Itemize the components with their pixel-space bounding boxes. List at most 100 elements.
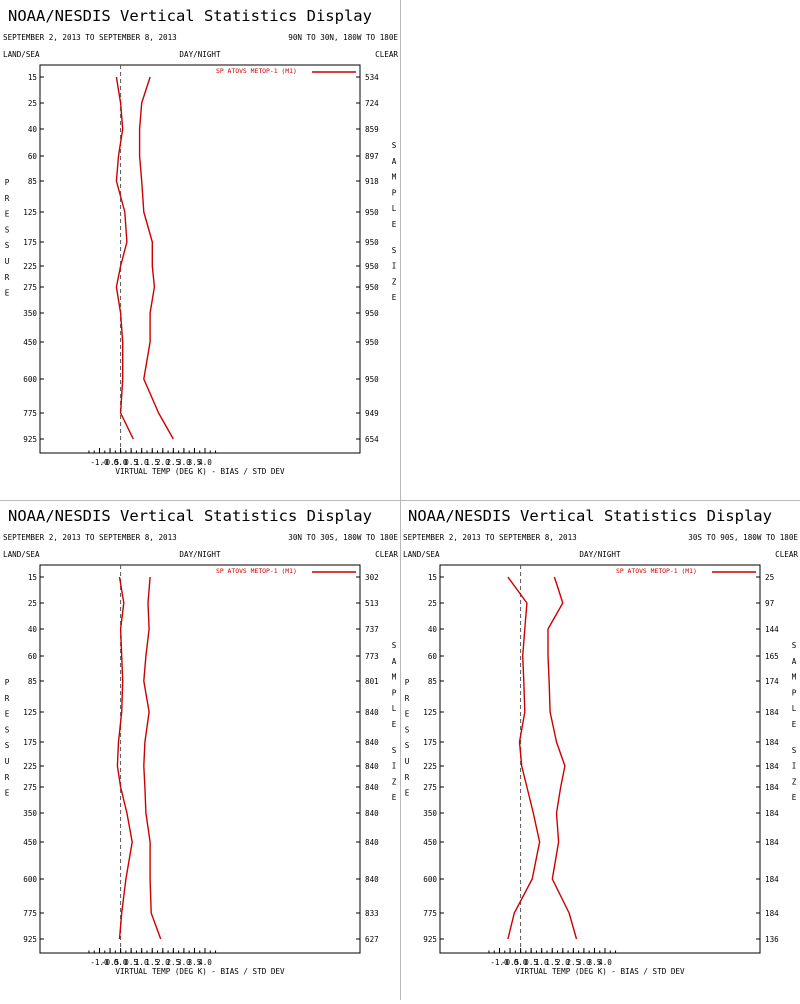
vertical-stats-chart: NOAA/NESDIS Vertical Statistics Display S… (3, 507, 398, 976)
sample-size-axis-letter: L (392, 704, 397, 713)
sample-size-axis-letter: Z (392, 277, 397, 286)
y-axis-label-letter: R (405, 773, 410, 782)
pressure-tick-label: 15 (28, 573, 37, 582)
stats-panel-south: NOAA/NESDIS Vertical Statistics Display S… (400, 500, 800, 1000)
x-tick-label: 4.0 (198, 958, 212, 967)
y-axis-label-letter: E (5, 789, 10, 798)
sample-size-label: 174 (765, 677, 779, 686)
x-tick-label: 0.0 (114, 458, 128, 467)
pressure-tick-label: 925 (423, 935, 437, 944)
sample-size-label: 840 (365, 708, 379, 717)
x-tick-label: 4.0 (198, 458, 212, 467)
sample-size-axis-letter: S (392, 246, 397, 255)
land-sea-label: LAND/SEA (3, 50, 40, 59)
pressure-tick-label: 350 (23, 309, 37, 318)
y-axis-label-letter: E (5, 710, 10, 719)
sample-size-label: 25 (765, 573, 774, 582)
sample-size-label: 184 (765, 875, 779, 884)
x-tick-label: 3.5 (188, 958, 202, 967)
y-axis-label-letter: P (5, 178, 10, 187)
x-axis-label: VIRTUAL TEMP (DEG K) - BIAS / STD DEV (115, 467, 285, 476)
sample-size-label: 950 (365, 208, 379, 217)
region-label: 30S TO 90S, 180W TO 180E (688, 533, 798, 542)
pressure-tick-label: 85 (428, 677, 437, 686)
pressure-tick-label: 175 (23, 238, 37, 247)
sample-size-axis-letter: S (392, 141, 397, 150)
sample-size-axis-letter: E (792, 793, 797, 802)
sample-size-axis-letter: P (392, 188, 397, 197)
sample-size-label: 97 (765, 599, 774, 608)
x-tick-label: 1.5 (145, 458, 159, 467)
x-axis-label: VIRTUAL TEMP (DEG K) - BIAS / STD DEV (515, 967, 685, 976)
x-tick-label: 1.0 (135, 958, 149, 967)
sample-size-label: 918 (365, 177, 379, 186)
land-sea-label: LAND/SEA (403, 550, 440, 559)
sample-size-axis-letter: S (392, 746, 397, 755)
sample-size-axis-letter: S (392, 641, 397, 650)
pressure-tick-label: 60 (428, 652, 438, 661)
sample-size-axis-letter: E (392, 793, 397, 802)
x-tick-label: 2.0 (156, 458, 170, 467)
y-axis-label-letter: S (5, 741, 10, 750)
chart-title: NOAA/NESDIS Vertical Statistics Display (408, 507, 772, 525)
sample-size-axis-letter: M (392, 673, 397, 682)
date-range: SEPTEMBER 2, 2013 TO SEPTEMBER 8, 2013 (3, 33, 177, 42)
sample-size-label: 950 (365, 238, 379, 247)
sample-size-label: 144 (765, 625, 779, 634)
sample-size-label: 773 (365, 652, 379, 661)
sample-size-label: 840 (365, 783, 379, 792)
x-tick-label: -0.5 (501, 958, 519, 967)
sample-size-label: 897 (365, 152, 379, 161)
pressure-tick-label: 925 (23, 935, 37, 944)
land-sea-label: LAND/SEA (3, 550, 40, 559)
pressure-tick-label: 775 (23, 409, 37, 418)
y-axis-label-letter: R (5, 194, 10, 203)
std-dev-series-line (547, 576, 578, 940)
clear-label: CLEAR (375, 50, 398, 59)
pressure-tick-label: 15 (28, 73, 37, 82)
x-tick-label: 2.0 (556, 958, 570, 967)
pressure-tick-label: 275 (23, 283, 37, 292)
plot-frame (39, 64, 361, 454)
sample-size-label: 513 (365, 599, 379, 608)
pressure-tick-label: 125 (23, 708, 37, 717)
panel-divider-horizontal (0, 500, 800, 501)
y-axis-label-letter: S (405, 725, 410, 734)
pressure-tick-label: 225 (23, 262, 37, 271)
y-axis-label-letter: S (5, 225, 10, 234)
sample-size-axis-letter: E (392, 720, 397, 729)
y-axis-label-letter: R (5, 694, 10, 703)
x-tick-label: 2.5 (166, 458, 180, 467)
pressure-tick-label: 450 (23, 338, 37, 347)
sample-size-label: 949 (365, 409, 379, 418)
x-tick-label: 0.5 (124, 458, 138, 467)
pressure-tick-label: 175 (23, 738, 37, 747)
x-tick-label: 1.5 (145, 958, 159, 967)
pressure-tick-label: 175 (423, 738, 437, 747)
x-tick-label: 1.0 (535, 958, 549, 967)
sample-size-label: 840 (365, 809, 379, 818)
y-axis-label-letter: S (5, 241, 10, 250)
x-tick-label: 3.0 (177, 958, 191, 967)
y-axis-label-letter: R (5, 773, 10, 782)
y-axis-label-letter: U (5, 757, 10, 766)
y-axis-label-letter: R (405, 694, 410, 703)
sample-size-axis-letter: I (792, 762, 797, 771)
pressure-tick-label: 125 (23, 208, 37, 217)
region-label: 90N TO 30N, 180W TO 180E (288, 33, 398, 42)
sample-size-axis-letter: S (792, 746, 797, 755)
bias-series-line (116, 576, 133, 940)
sample-size-axis-letter: Z (392, 777, 397, 786)
bias-series-line (507, 576, 541, 940)
pressure-tick-label: 275 (23, 783, 37, 792)
sample-size-label: 950 (365, 338, 379, 347)
region-label: 30N TO 30S, 180W TO 180E (288, 533, 398, 542)
sample-size-axis-letter: A (792, 657, 797, 666)
sample-size-axis-letter: E (392, 220, 397, 229)
pressure-tick-label: 600 (23, 875, 37, 884)
sample-size-label: 840 (365, 762, 379, 771)
sample-size-label: 627 (365, 935, 379, 944)
pressure-tick-label: 25 (28, 599, 37, 608)
sample-size-axis-letter: A (392, 157, 397, 166)
x-tick-label: 3.5 (188, 458, 202, 467)
